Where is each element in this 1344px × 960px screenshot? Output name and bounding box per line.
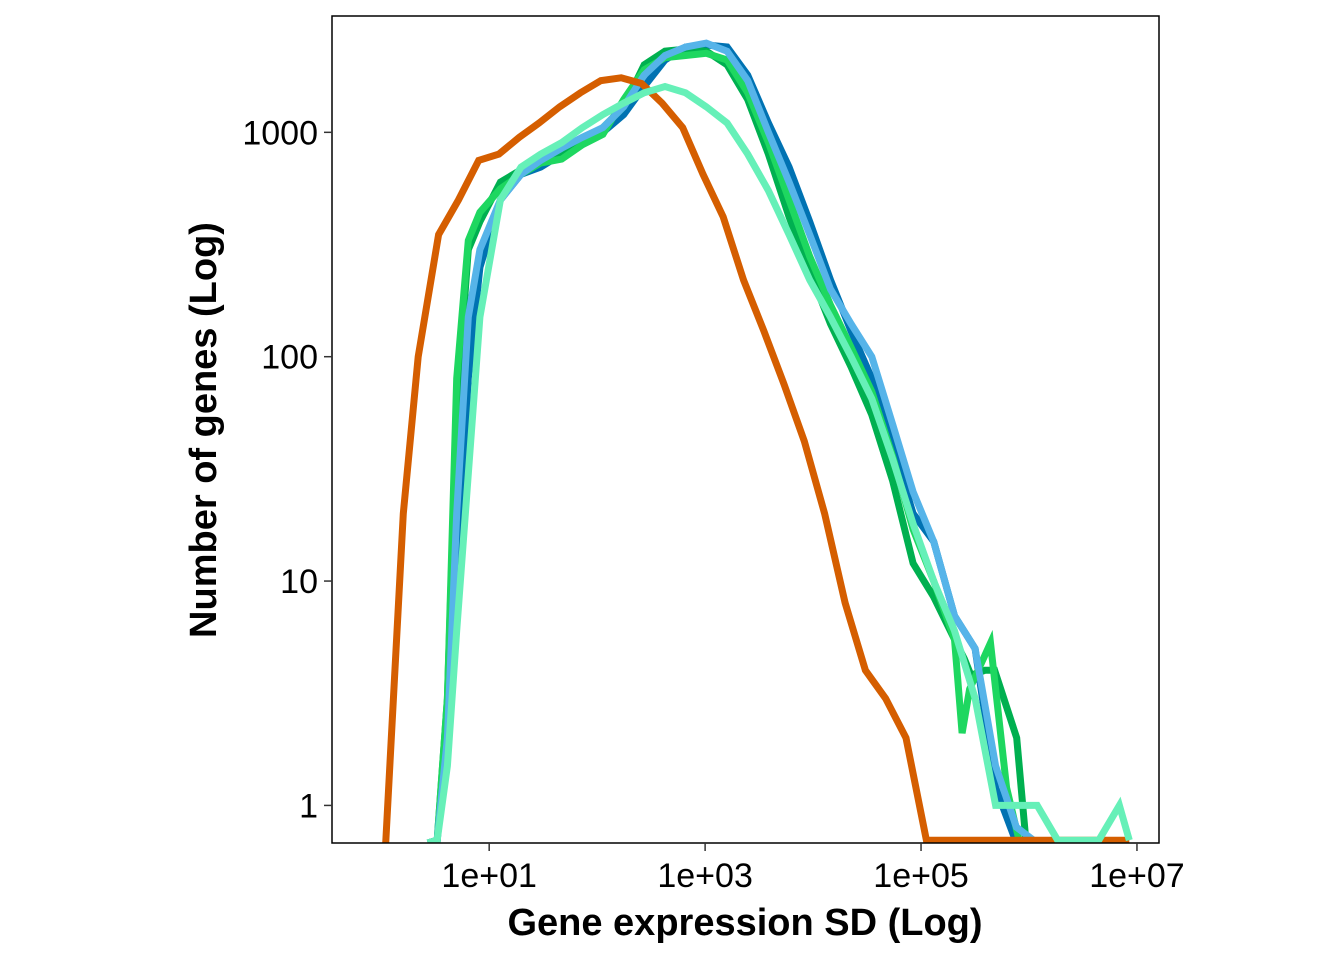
series-line-5: [382, 74, 1130, 843]
x-tick-label: 1e+07: [1089, 857, 1185, 895]
y-tick-label: 100: [261, 339, 318, 377]
y-tick-label: 10: [280, 563, 318, 601]
plot-panel-border: [331, 15, 1160, 844]
y-axis-title: Number of genes (Log): [183, 222, 225, 638]
series-layer: [382, 39, 1133, 843]
y-tick-label: 1: [299, 787, 318, 825]
series-line-6: [426, 82, 1133, 843]
series-line-4: [426, 39, 1040, 843]
x-tick-label: 1e+05: [873, 857, 969, 895]
x-axis-title: Gene expression SD (Log): [507, 902, 982, 944]
y-tick-label: 1000: [242, 114, 318, 152]
x-axis: 1e+01 1e+03 1e+05 1e+07: [441, 843, 1185, 895]
y-axis: 1 10 100 1000: [242, 114, 332, 825]
x-tick-label: 1e+03: [657, 857, 753, 895]
x-tick-label: 1e+01: [441, 857, 537, 895]
